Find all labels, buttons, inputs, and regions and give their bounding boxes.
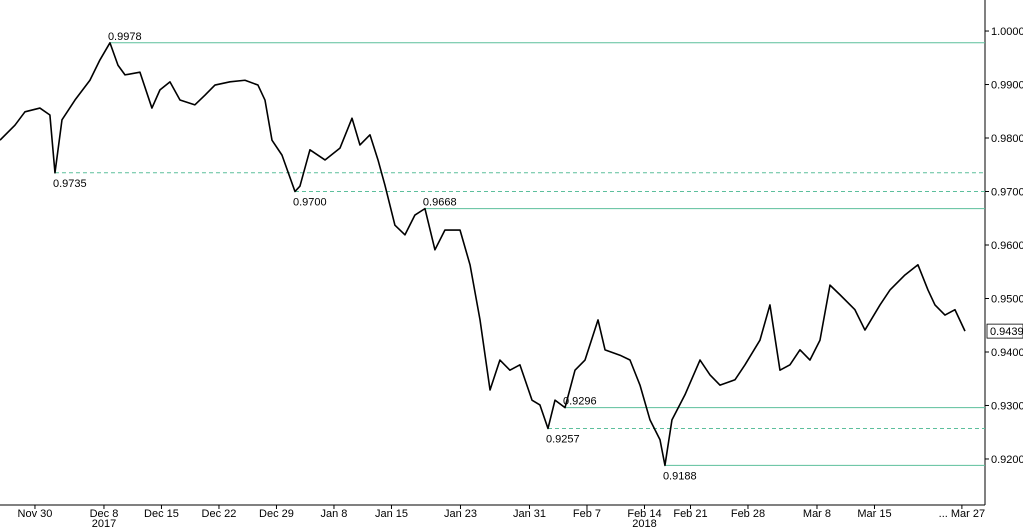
y-tick-label: 0.9800 [991,133,1023,145]
x-tick-label: ... Mar 27 [939,508,985,520]
year-label: 2017 [92,518,116,529]
y-tick-label: 1.0000 [991,26,1023,38]
x-tick-label: Feb 7 [573,508,601,520]
x-tick-label: Jan 23 [444,508,477,520]
level-label: 0.9735 [53,178,87,190]
x-tick-label: Mar 15 [857,508,891,520]
y-tick-label: 0.9300 [991,400,1023,412]
year-label: 2018 [632,518,656,529]
x-tick-label: Jan 31 [513,508,546,520]
last-value-box [986,323,1023,339]
y-tick-label: 0.9200 [991,454,1023,466]
price-line [0,41,966,467]
y-tick-label: 0.9500 [991,293,1023,305]
x-tick-label: Jan 8 [321,508,348,520]
x-tick-label: Jan 15 [375,508,408,520]
level-label: 0.9257 [546,433,580,445]
x-tick-label: Mar 8 [803,508,831,520]
y-tick-label: 0.9600 [991,240,1023,252]
last-value-label: 0.9439 [990,326,1023,338]
y-tick-label: 0.9700 [991,187,1023,199]
level-label: 0.9188 [663,470,697,482]
x-tick-label: Nov 30 [18,508,53,520]
y-tick-label: 0.9400 [991,347,1023,359]
level-label: 0.9668 [423,197,457,209]
level-label: 0.9296 [563,396,597,408]
x-tick-label: Feb 14 [627,508,661,520]
x-tick-label: Dec 22 [202,508,237,520]
x-tick-label: Feb 21 [673,508,707,520]
x-tick-label: Feb 28 [731,508,765,520]
y-tick-label: 0.9900 [991,80,1023,92]
x-tick-label: Dec 29 [259,508,294,520]
x-tick-label: Dec 15 [144,508,179,520]
level-label: 0.9978 [108,31,142,43]
level-label: 0.9700 [293,197,327,209]
x-tick-label: Dec 8 [90,508,119,520]
